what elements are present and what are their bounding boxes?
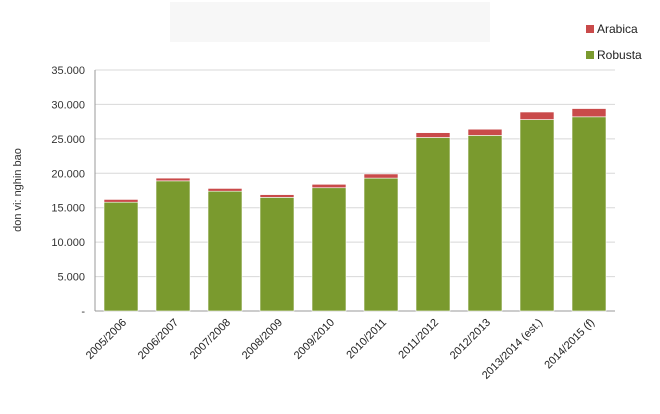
- y-tick-label: -: [81, 306, 85, 318]
- legend-item-arabica: Arabica: [586, 20, 642, 38]
- bar-arabica: [415, 132, 451, 138]
- legend-item-robusta: Robusta: [586, 46, 642, 64]
- y-tick-label: 10.000: [51, 237, 85, 249]
- x-tick-label: 2012/2013: [448, 317, 493, 362]
- bar-robusta: [519, 119, 555, 312]
- x-tick-label: 2007/2008: [188, 317, 233, 362]
- bar-robusta: [103, 201, 139, 312]
- legend-label-arabica: Arabica: [597, 22, 638, 36]
- y-tick-label: 35.000: [51, 65, 85, 77]
- bar-arabica: [363, 173, 399, 179]
- x-tick-label: 2009/2010: [292, 317, 337, 362]
- bar-robusta: [363, 177, 399, 312]
- legend-swatch-robusta: [586, 51, 594, 59]
- bar-robusta: [259, 197, 295, 312]
- bar-arabica: [571, 108, 607, 118]
- x-tick-label: 2014/2015 (f): [542, 317, 597, 372]
- y-tick-label: 5.000: [57, 272, 85, 284]
- bar-arabica: [467, 128, 503, 136]
- bar-arabica: [155, 177, 191, 182]
- y-tick-label: 30.000: [51, 99, 85, 111]
- bar-arabica: [519, 111, 555, 120]
- title-area: [170, 2, 490, 42]
- legend-swatch-arabica: [586, 25, 594, 33]
- x-tick-label: 2005/2006: [84, 317, 129, 362]
- bar-robusta: [571, 116, 607, 312]
- bar-robusta: [311, 187, 347, 312]
- bar-robusta: [207, 190, 243, 312]
- bar-arabica: [207, 188, 243, 192]
- bar-arabica: [103, 199, 139, 203]
- bar-arabica: [259, 194, 295, 198]
- x-tick-label: 2011/2012: [396, 317, 441, 362]
- y-tick-label: 15.000: [51, 203, 85, 215]
- bar-robusta: [467, 135, 503, 312]
- y-tick-label: 25.000: [51, 134, 85, 146]
- x-tick-label: 2010/2011: [344, 317, 389, 362]
- x-tick-label: 2008/2009: [240, 317, 285, 362]
- legend: Arabica Robusta: [586, 20, 642, 72]
- x-tick-label: 2006/2007: [136, 317, 181, 362]
- bar-robusta: [155, 180, 191, 312]
- bar-robusta: [415, 137, 451, 312]
- y-tick-label: 20.000: [51, 168, 85, 180]
- bar-arabica: [311, 184, 347, 189]
- legend-label-robusta: Robusta: [597, 48, 642, 62]
